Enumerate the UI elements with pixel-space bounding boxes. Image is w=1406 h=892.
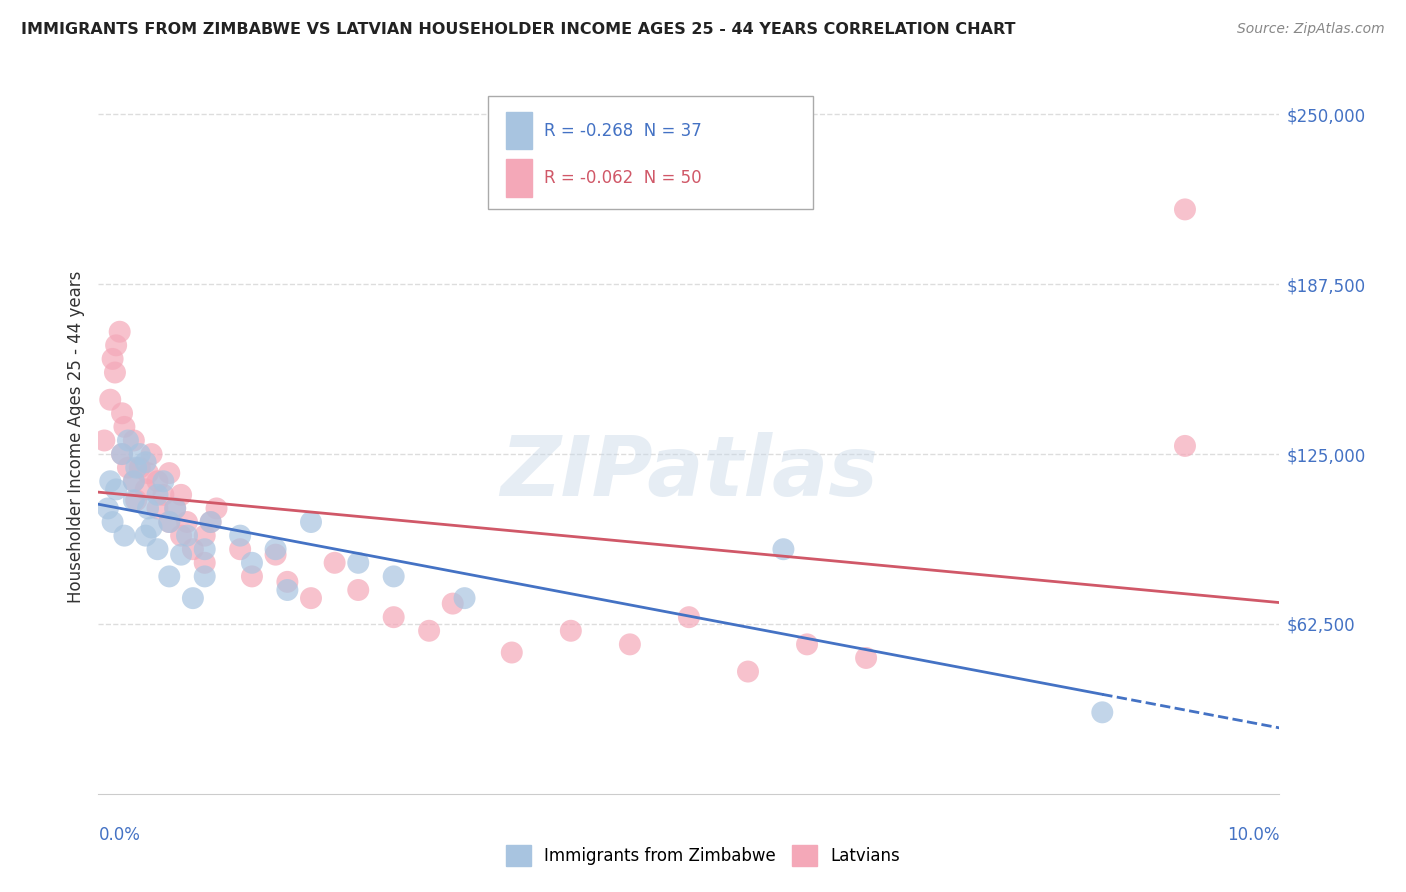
- Text: 0.0%: 0.0%: [98, 826, 141, 844]
- Point: [104, 366, 127, 380]
- Point: [323, 556, 346, 570]
- Point: [1091, 706, 1114, 720]
- Point: [1174, 439, 1197, 453]
- Point: [453, 591, 475, 606]
- Point: [108, 325, 131, 339]
- Point: [299, 515, 322, 529]
- Point: [737, 665, 759, 679]
- Point: [501, 646, 523, 660]
- Text: R = -0.268  N = 37: R = -0.268 N = 37: [544, 122, 702, 140]
- Point: [194, 556, 217, 570]
- Point: [560, 624, 582, 638]
- Point: [117, 434, 139, 448]
- Point: [200, 515, 222, 529]
- Point: [98, 475, 121, 489]
- Point: [157, 515, 180, 529]
- Point: [382, 569, 405, 583]
- Point: [181, 542, 204, 557]
- Point: [141, 447, 163, 461]
- Point: [141, 520, 163, 534]
- Point: [135, 455, 157, 469]
- Point: [136, 501, 159, 516]
- Point: [276, 582, 298, 597]
- Point: [194, 569, 217, 583]
- Point: [194, 542, 217, 557]
- Point: [264, 548, 287, 562]
- Point: [105, 338, 128, 352]
- Bar: [506, 160, 531, 196]
- Point: [98, 392, 121, 407]
- Point: [347, 582, 370, 597]
- Point: [111, 406, 134, 420]
- Point: [122, 434, 145, 448]
- Text: Source: ZipAtlas.com: Source: ZipAtlas.com: [1237, 22, 1385, 37]
- Legend: Immigrants from Zimbabwe, Latvians: Immigrants from Zimbabwe, Latvians: [506, 846, 900, 866]
- Point: [146, 542, 169, 557]
- Point: [111, 447, 134, 461]
- Point: [229, 542, 252, 557]
- Point: [146, 488, 169, 502]
- Point: [796, 637, 818, 651]
- Point: [128, 447, 150, 461]
- Point: [152, 488, 174, 502]
- Point: [205, 501, 228, 516]
- Point: [181, 591, 204, 606]
- Point: [125, 460, 148, 475]
- Point: [165, 501, 187, 516]
- Point: [135, 483, 157, 497]
- Point: [122, 475, 145, 489]
- Point: [264, 542, 287, 557]
- Point: [112, 528, 135, 542]
- Point: [382, 610, 405, 624]
- Point: [176, 528, 198, 542]
- Point: [97, 501, 120, 516]
- Point: [276, 574, 298, 589]
- Point: [772, 542, 794, 557]
- Point: [229, 528, 252, 542]
- Point: [101, 515, 124, 529]
- Point: [135, 528, 157, 542]
- Point: [855, 651, 877, 665]
- Point: [146, 475, 169, 489]
- Point: [1174, 202, 1197, 217]
- Point: [418, 624, 440, 638]
- Text: 10.0%: 10.0%: [1227, 826, 1279, 844]
- FancyBboxPatch shape: [488, 96, 813, 209]
- Point: [152, 475, 174, 489]
- Point: [165, 501, 187, 516]
- Point: [170, 488, 193, 502]
- Text: IMMIGRANTS FROM ZIMBABWE VS LATVIAN HOUSEHOLDER INCOME AGES 25 - 44 YEARS CORREL: IMMIGRANTS FROM ZIMBABWE VS LATVIAN HOUS…: [21, 22, 1015, 37]
- Point: [170, 528, 193, 542]
- Point: [112, 420, 135, 434]
- Y-axis label: Householder Income Ages 25 - 44 years: Householder Income Ages 25 - 44 years: [66, 271, 84, 603]
- Point: [678, 610, 700, 624]
- Point: [299, 591, 322, 606]
- Point: [240, 569, 263, 583]
- Point: [146, 501, 169, 516]
- Text: R = -0.062  N = 50: R = -0.062 N = 50: [544, 169, 702, 187]
- Point: [619, 637, 641, 651]
- Point: [347, 556, 370, 570]
- Text: ZIPatlas: ZIPatlas: [501, 433, 877, 513]
- Point: [101, 351, 124, 366]
- Point: [157, 466, 180, 480]
- Point: [240, 556, 263, 570]
- Point: [200, 515, 222, 529]
- Point: [170, 548, 193, 562]
- Point: [122, 475, 145, 489]
- Point: [105, 483, 128, 497]
- Point: [136, 466, 159, 480]
- Bar: [506, 112, 531, 150]
- Point: [117, 460, 139, 475]
- Point: [122, 493, 145, 508]
- Point: [128, 460, 150, 475]
- Point: [125, 493, 148, 508]
- Point: [157, 515, 180, 529]
- Point: [176, 515, 198, 529]
- Point: [194, 528, 217, 542]
- Point: [93, 434, 115, 448]
- Point: [111, 447, 134, 461]
- Point: [157, 569, 180, 583]
- Point: [441, 597, 464, 611]
